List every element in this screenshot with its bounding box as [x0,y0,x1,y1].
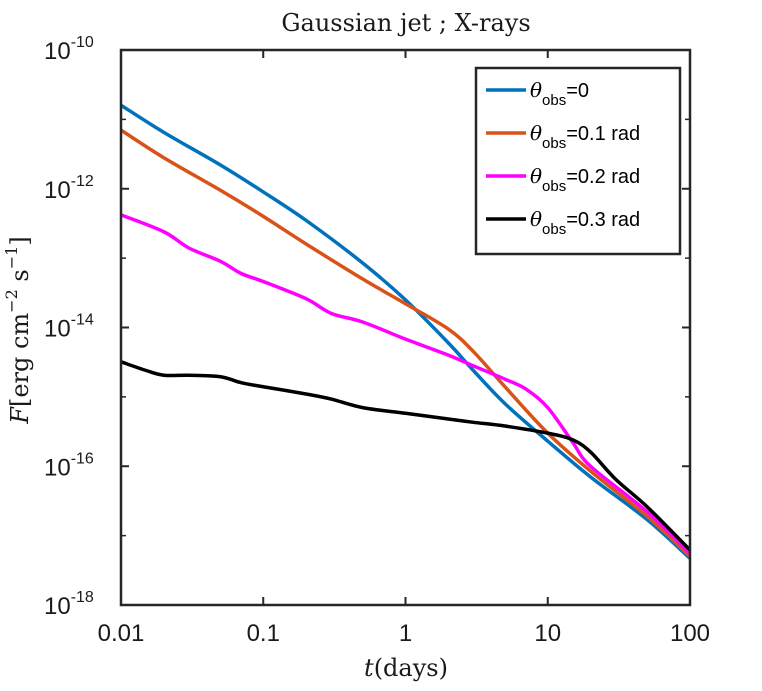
axes-layer: 0.01 0.1 1 10 100 10-18 10-16 10-14 10-12 10-10 [44,34,710,647]
series-layer [120,103,692,560]
legend-entry-1: θobs=0.1 rad [530,121,640,152]
legend-entry-2: θobs=0.2 rad [530,164,640,195]
x-tick-label: 1 [399,620,412,647]
y-tick-label: 10-10 [44,34,94,65]
y-tick-label: 10-18 [44,589,94,620]
series-line-3 [120,360,692,552]
y-axis-label: F[erg cm−2 s−1] [2,236,34,424]
legend: θobs=0 θobs=0.1 rad θobs=0.2 rad θobs=0.3 r… [474,66,682,256]
series-line-1 [120,128,692,558]
y-tick-label: 10-16 [44,450,94,481]
chart-title: Gaussian jet ; X-rays [281,9,530,37]
x-tick-label: 100 [670,620,710,647]
legend-entry-3: θobs=0.3 rad [530,207,640,238]
legend-entry-0: θobs=0 [530,78,589,109]
series-line-2 [120,213,692,555]
x-tick-label: 0.1 [247,620,280,647]
x-tick-label: 10 [534,620,561,647]
y-tick-label: 10-14 [44,312,94,343]
x-tick-label: 0.01 [98,620,145,647]
legend-box [474,66,682,256]
series-line-0 [120,103,692,560]
x-axis-label: t(days) [364,654,448,682]
y-tick-label: 10-12 [44,173,94,204]
